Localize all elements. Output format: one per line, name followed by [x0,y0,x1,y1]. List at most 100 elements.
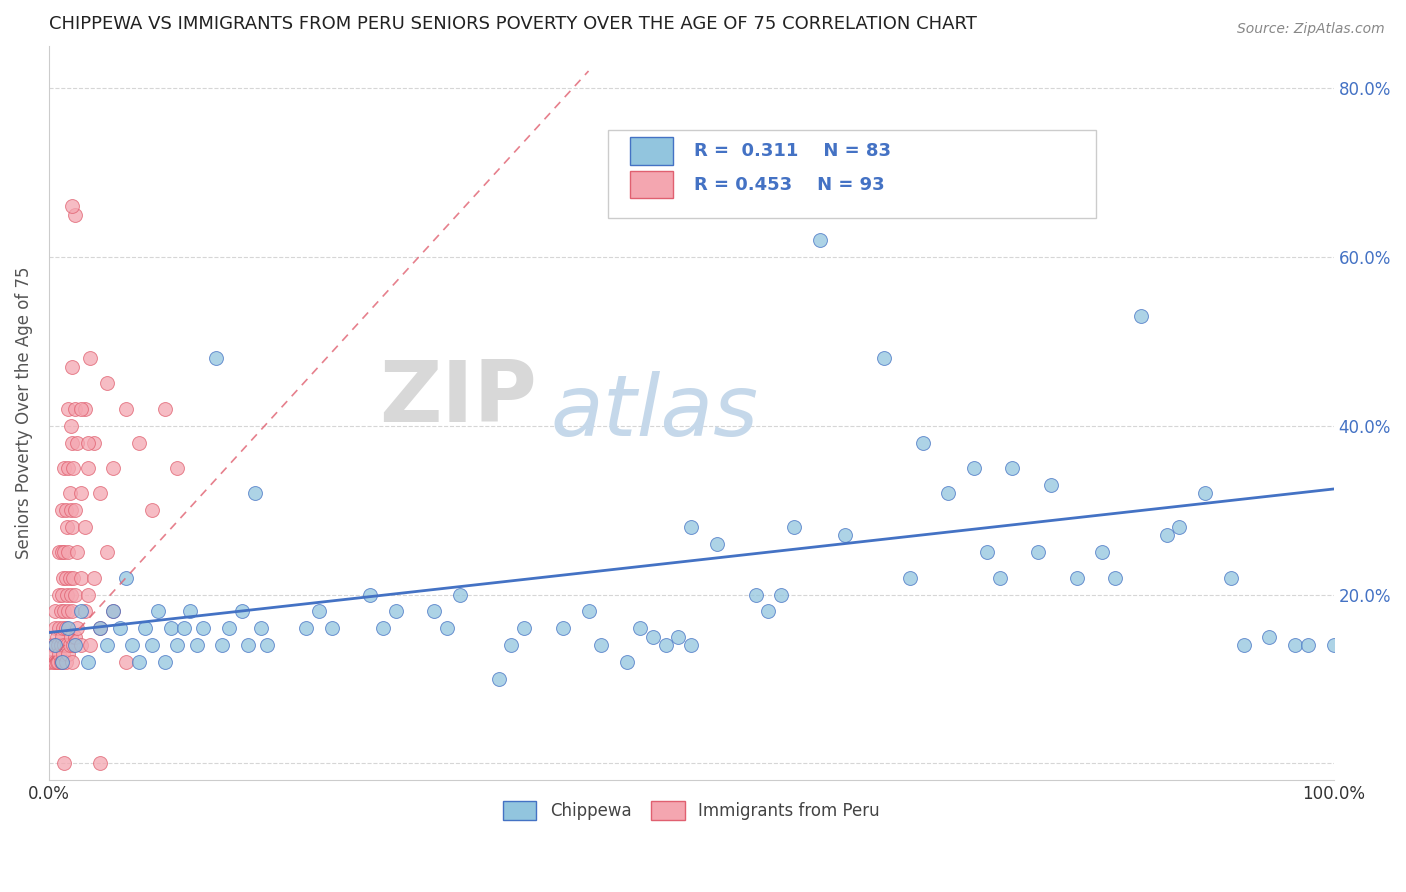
Point [1091,545,1114,559]
Point [60,435,83,450]
Point [55,621,77,635]
Point [628,621,651,635]
Point [128,655,150,669]
Point [53,461,76,475]
Point [1129,309,1152,323]
Point [59,630,82,644]
Point [63,630,86,644]
Point [62,638,84,652]
Point [616,655,638,669]
Point [744,588,766,602]
Point [1104,571,1126,585]
Point [41,638,63,652]
Point [1258,630,1281,644]
Point [63,401,86,416]
Point [62,461,84,475]
Point [44,621,66,635]
Point [121,638,143,652]
Point [205,351,228,365]
Point [49,655,72,669]
Point [66,545,89,559]
Text: R =  0.311    N = 83: R = 0.311 N = 83 [695,142,891,160]
Point [53,756,76,771]
Point [76,435,98,450]
Point [103,604,125,618]
Point [44,655,66,669]
Point [681,520,703,534]
Point [58,545,80,559]
Point [48,588,70,602]
Point [1233,638,1256,652]
Point [79,351,101,365]
Point [70,571,93,585]
Point [58,461,80,475]
Point [79,638,101,652]
Point [501,638,523,652]
Point [51,630,73,644]
Point [63,638,86,652]
Point [758,604,780,618]
Point [706,537,728,551]
Y-axis label: Seniors Poverty Over the Age of 75: Seniors Poverty Over the Age of 75 [15,267,32,559]
Point [1194,486,1216,500]
Point [60,520,83,534]
Point [231,604,253,618]
Point [66,435,89,450]
Point [89,621,111,635]
Point [52,571,75,585]
Point [51,588,73,602]
Point [76,588,98,602]
Point [911,435,934,450]
Point [141,503,163,517]
Point [45,655,67,669]
Point [160,621,183,635]
Point [436,621,458,635]
Point [191,621,214,635]
Point [976,545,998,559]
Point [173,621,195,635]
Point [808,233,831,247]
Point [44,638,66,652]
Point [55,503,77,517]
Point [488,672,510,686]
Point [89,486,111,500]
Point [38,655,60,669]
Point [1219,571,1241,585]
Point [1066,571,1088,585]
Point [73,520,96,534]
Point [834,528,856,542]
Point [96,376,118,391]
Point [1026,545,1049,559]
Point [46,638,69,652]
Point [578,604,600,618]
Point [873,351,896,365]
Point [73,401,96,416]
Point [1040,477,1063,491]
Point [70,486,93,500]
Point [936,486,959,500]
Point [146,604,169,618]
Point [51,545,73,559]
Point [153,401,176,416]
Point [770,588,793,602]
Point [1156,528,1178,542]
Point [103,461,125,475]
Text: Source: ZipAtlas.com: Source: ZipAtlas.com [1237,22,1385,37]
Point [96,545,118,559]
Point [60,199,83,213]
Point [211,638,233,652]
Point [898,571,921,585]
Text: atlas: atlas [550,371,758,455]
Text: ZIP: ZIP [380,357,537,440]
Point [45,630,67,644]
Point [1296,638,1319,652]
Point [58,401,80,416]
Point [681,638,703,652]
Point [115,401,138,416]
Point [56,588,79,602]
Point [70,401,93,416]
Point [83,571,105,585]
Point [52,647,75,661]
Point [63,588,86,602]
Point [70,604,93,618]
